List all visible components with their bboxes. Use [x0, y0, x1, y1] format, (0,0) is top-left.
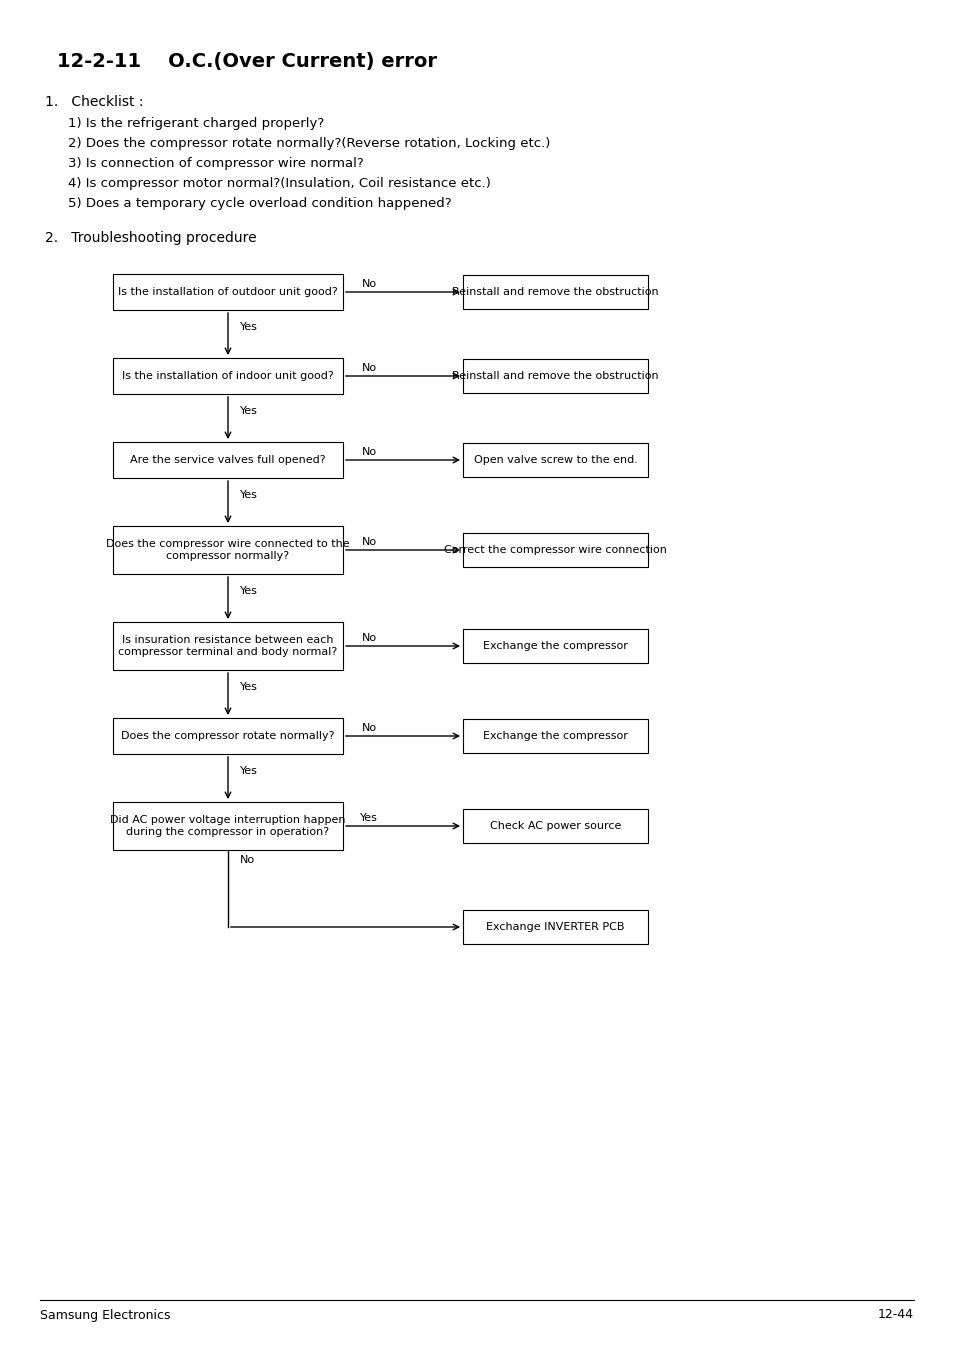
- Text: 4) Is compressor motor normal?(Insulation, Coil resistance etc.): 4) Is compressor motor normal?(Insulatio…: [68, 177, 491, 189]
- Bar: [462, 629, 647, 663]
- Bar: [462, 275, 647, 309]
- Bar: [112, 718, 343, 755]
- Bar: [112, 802, 343, 850]
- Text: No: No: [361, 724, 376, 733]
- Text: Is insuration resistance between each
compressor terminal and body normal?: Is insuration resistance between each co…: [118, 636, 337, 657]
- Text: 5) Does a temporary cycle overload condition happened?: 5) Does a temporary cycle overload condi…: [68, 197, 451, 209]
- Text: Exchange INVERTER PCB: Exchange INVERTER PCB: [486, 922, 624, 931]
- Text: Is the installation of indoor unit good?: Is the installation of indoor unit good?: [122, 371, 334, 381]
- Text: Does the compressor wire connected to the
compressor normally?: Does the compressor wire connected to th…: [106, 539, 350, 560]
- Text: No: No: [361, 279, 376, 289]
- Bar: [462, 720, 647, 753]
- Bar: [462, 809, 647, 842]
- Text: Yes: Yes: [360, 813, 378, 823]
- Text: Reinstall and remove the obstruction: Reinstall and remove the obstruction: [452, 371, 659, 381]
- Text: 12-2-11    O.C.(Over Current) error: 12-2-11 O.C.(Over Current) error: [57, 53, 436, 72]
- Text: Yes: Yes: [240, 321, 257, 332]
- Text: Exchange the compressor: Exchange the compressor: [482, 641, 627, 651]
- Bar: [112, 441, 343, 478]
- Text: Exchange the compressor: Exchange the compressor: [482, 730, 627, 741]
- Text: Is the installation of outdoor unit good?: Is the installation of outdoor unit good…: [118, 288, 337, 297]
- Text: No: No: [361, 363, 376, 373]
- Bar: [462, 359, 647, 393]
- Text: Yes: Yes: [240, 406, 257, 416]
- Text: No: No: [361, 633, 376, 643]
- Bar: [462, 910, 647, 944]
- Text: 2) Does the compressor rotate normally?(Reverse rotation, Locking etc.): 2) Does the compressor rotate normally?(…: [68, 136, 550, 150]
- Text: Check AC power source: Check AC power source: [489, 821, 620, 832]
- Text: Samsung Electronics: Samsung Electronics: [40, 1308, 171, 1322]
- Text: Open valve screw to the end.: Open valve screw to the end.: [473, 455, 637, 464]
- Text: Yes: Yes: [240, 765, 257, 776]
- Text: 1.   Checklist :: 1. Checklist :: [45, 95, 143, 109]
- Text: Correct the compressor wire connection: Correct the compressor wire connection: [443, 545, 666, 555]
- Bar: [112, 622, 343, 670]
- Text: Does the compressor rotate normally?: Does the compressor rotate normally?: [121, 730, 335, 741]
- Bar: [112, 526, 343, 574]
- Text: Yes: Yes: [240, 682, 257, 691]
- Text: Are the service valves full opened?: Are the service valves full opened?: [130, 455, 326, 464]
- Text: Yes: Yes: [240, 586, 257, 595]
- Bar: [462, 443, 647, 477]
- Text: 12-44: 12-44: [877, 1308, 913, 1322]
- Text: Did AC power voltage interruption happen
during the compressor in operation?: Did AC power voltage interruption happen…: [111, 815, 345, 837]
- Text: 2.   Troubleshooting procedure: 2. Troubleshooting procedure: [45, 231, 256, 244]
- Text: Yes: Yes: [240, 490, 257, 500]
- Text: Reinstall and remove the obstruction: Reinstall and remove the obstruction: [452, 288, 659, 297]
- Text: 3) Is connection of compressor wire normal?: 3) Is connection of compressor wire norm…: [68, 157, 363, 170]
- Bar: [112, 274, 343, 310]
- Text: 1) Is the refrigerant charged properly?: 1) Is the refrigerant charged properly?: [68, 116, 324, 130]
- Text: No: No: [240, 855, 254, 865]
- Bar: [462, 533, 647, 567]
- Text: No: No: [361, 447, 376, 458]
- Bar: [112, 358, 343, 394]
- Text: No: No: [361, 537, 376, 547]
